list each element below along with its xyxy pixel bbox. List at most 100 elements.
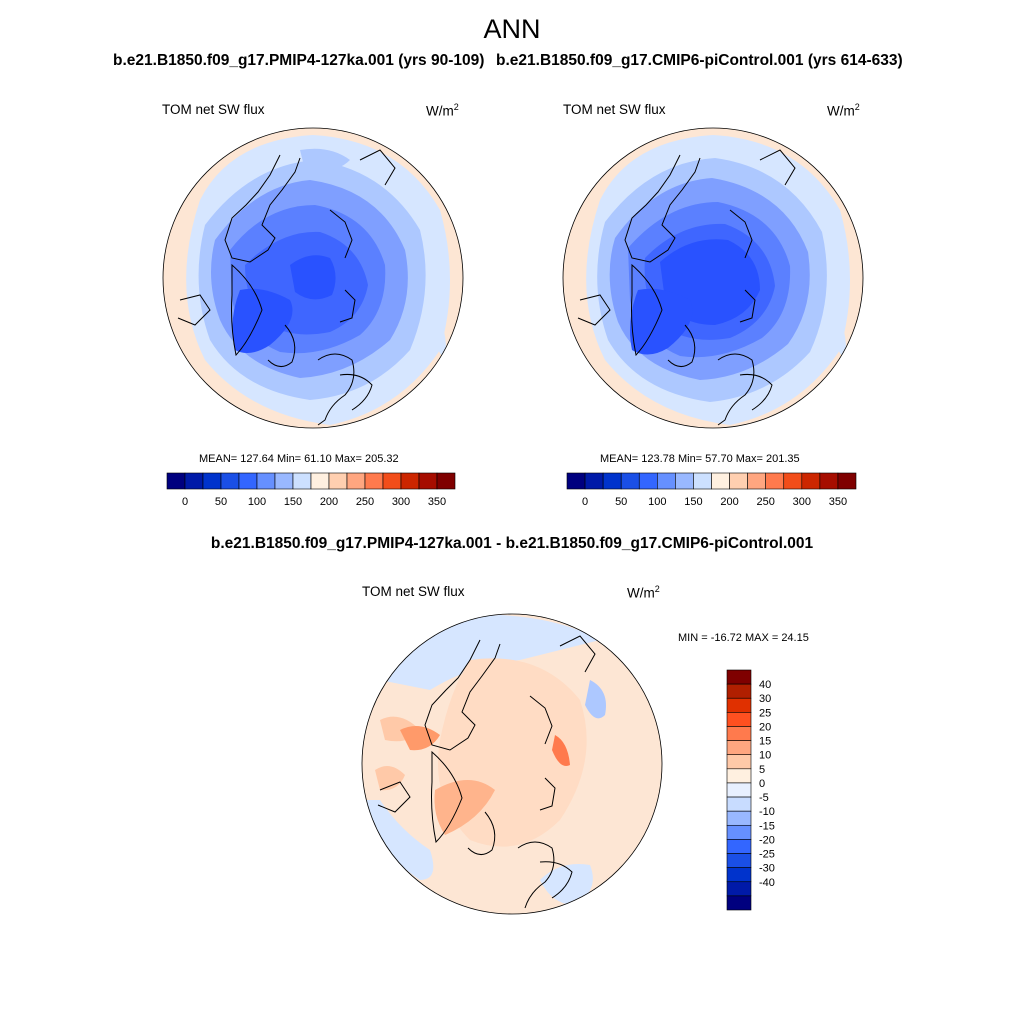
diff-colorbar-tick-label: 0 — [759, 778, 765, 790]
case1-colorbar-box — [364, 472, 384, 490]
case1-colorbar-box — [256, 472, 276, 490]
case2-colorbar-tick-label: 100 — [648, 496, 666, 508]
diff-colorbar-box — [726, 796, 752, 812]
case1-colorbar-box — [220, 472, 240, 490]
case2-colorbar-box — [819, 472, 839, 490]
case1-colorbar-box — [274, 472, 294, 490]
case2-colorbar-box — [747, 472, 766, 490]
case1-colorbar: 0 50 100 150 200 250 300 350 — [166, 472, 456, 508]
case1-colorbar-box — [292, 472, 312, 490]
diff-colorbar-tick-label: 25 — [759, 707, 771, 719]
case2-colorbar-box — [729, 472, 748, 490]
diff-colorbar-box — [726, 810, 752, 826]
diff-colorbar-box — [726, 754, 752, 770]
diff-stats: MIN = -16.72 MAX = 24.15 — [678, 632, 809, 644]
case1-colorbar-tick-label: 50 — [215, 496, 227, 508]
case1-map-border — [162, 127, 464, 429]
case1-colorbar-tick-label: 250 — [356, 496, 374, 508]
case1-stats: MEAN= 127.64 Min= 61.10 Max= 205.32 — [199, 453, 399, 465]
case2-colorbar-box — [711, 472, 730, 490]
case1-colorbar-box — [238, 472, 258, 490]
diff-polar-map — [362, 614, 662, 914]
case1-colorbar-box — [184, 472, 204, 490]
case1-colorbar-box — [382, 472, 402, 490]
diff-variable-label: TOM net SW flux — [362, 584, 465, 599]
case2-variable-label: TOM net SW flux — [563, 102, 666, 117]
case1-colorbar-tick-label: 150 — [284, 496, 302, 508]
case1-colorbar-tick-label: 350 — [428, 496, 446, 508]
case2-colorbar-box — [602, 472, 622, 490]
case2-colorbar-box — [657, 472, 676, 490]
diff-colorbar-box — [726, 740, 752, 756]
diff-colorbar-tick-label: 10 — [759, 750, 771, 762]
case2-colorbar-box — [837, 472, 857, 490]
diff-units-label: W/m2 — [627, 584, 660, 601]
case2-colorbar-box — [638, 472, 658, 490]
diff-colorbar-tick-label: -40 — [759, 877, 775, 889]
case2-colorbar-tick-label: 50 — [615, 496, 627, 508]
diff-map-border — [361, 613, 663, 915]
diff-colorbar-box — [726, 867, 752, 883]
diff-colorbar-box — [726, 881, 752, 897]
case1-colorbar-box — [436, 472, 456, 490]
diff-colorbar-tick-label: -30 — [759, 863, 775, 875]
diff-colorbar-box — [726, 895, 752, 911]
case2-title: b.e21.B1850.f09_g17.CMIP6-piControl.001 … — [496, 52, 903, 69]
diff-colorbar-tick-label: 15 — [759, 736, 771, 748]
case1-colorbar-box — [400, 472, 420, 490]
case1-coastlines — [177, 149, 396, 426]
diff-title: b.e21.B1850.f09_g17.PMIP4-127ka.001 - b.… — [210, 535, 814, 552]
diff-colorbar-box — [726, 768, 752, 784]
case1-colorbar-tick-label: 0 — [182, 496, 188, 508]
case2-coastlines — [577, 149, 796, 426]
case2-stats: MEAN= 123.78 Min= 57.70 Max= 201.35 — [600, 453, 800, 465]
diff-colorbar-tick-label: 20 — [759, 721, 771, 733]
case2-colorbar-box — [801, 472, 821, 490]
case2-colorbar-tick-label: 350 — [829, 496, 847, 508]
diff-colorbar-tick-label: -15 — [759, 820, 775, 832]
diff-colorbar-tick-label: -20 — [759, 834, 775, 846]
page-title: ANN — [483, 14, 541, 44]
case2-polar-map — [563, 128, 863, 428]
case2-colorbar-box — [584, 472, 604, 490]
diff-colorbar-box — [726, 824, 752, 840]
diff-colorbar-tick-label: -10 — [759, 806, 775, 818]
case2-colorbar-tick-label: 0 — [582, 496, 588, 508]
diff-colorbar-box — [726, 683, 752, 699]
case2-colorbar-box — [675, 472, 694, 490]
case1-colorbar-box — [346, 472, 366, 490]
case2-colorbar-tick-label: 250 — [757, 496, 775, 508]
case1-colorbar-box — [418, 472, 438, 490]
diff-colorbar-tick-label: -25 — [759, 849, 775, 861]
diff-colorbar-tick-label: 30 — [759, 693, 771, 705]
diff-colorbar-box — [726, 726, 752, 741]
case2-map-border — [562, 127, 864, 429]
case2-colorbar-box — [566, 472, 586, 490]
diff-colorbar-box — [726, 712, 752, 727]
diff-coastlines — [377, 635, 596, 909]
case2-colorbar-tick-label: 150 — [684, 496, 702, 508]
case2-colorbar-tick-label: 200 — [720, 496, 738, 508]
case1-units-label: W/m2 — [426, 102, 459, 119]
case2-colorbar-tick-label: 300 — [793, 496, 811, 508]
diff-colorbar-tick-label: -5 — [759, 792, 769, 804]
case1-title: b.e21.B1850.f09_g17.PMIP4-127ka.001 (yrs… — [113, 52, 485, 69]
diff-colorbar-box — [726, 697, 752, 713]
case1-variable-label: TOM net SW flux — [162, 102, 265, 117]
case2-colorbar-box — [620, 472, 640, 490]
case1-colorbar-box — [328, 472, 348, 490]
case1-polar-map — [163, 128, 463, 428]
diff-colorbar-box — [726, 853, 752, 868]
diff-colorbar: 40 30 25 20 15 10 5 0 -5 -10 -15 -20 -25 -30 -40 — [726, 669, 775, 911]
case1-colorbar-tick-label: 300 — [392, 496, 410, 508]
diff-colorbar-tick-label: 5 — [759, 764, 765, 776]
case1-colorbar-box — [202, 472, 222, 490]
case1-colorbar-box — [166, 472, 186, 490]
case1-colorbar-tick-label: 100 — [248, 496, 266, 508]
diff-colorbar-box — [726, 782, 752, 798]
case2-colorbar-box — [783, 472, 803, 490]
case1-colorbar-tick-label: 200 — [320, 496, 338, 508]
case1-colorbar-box — [310, 472, 330, 490]
diff-colorbar-tick-label: 40 — [759, 679, 771, 691]
